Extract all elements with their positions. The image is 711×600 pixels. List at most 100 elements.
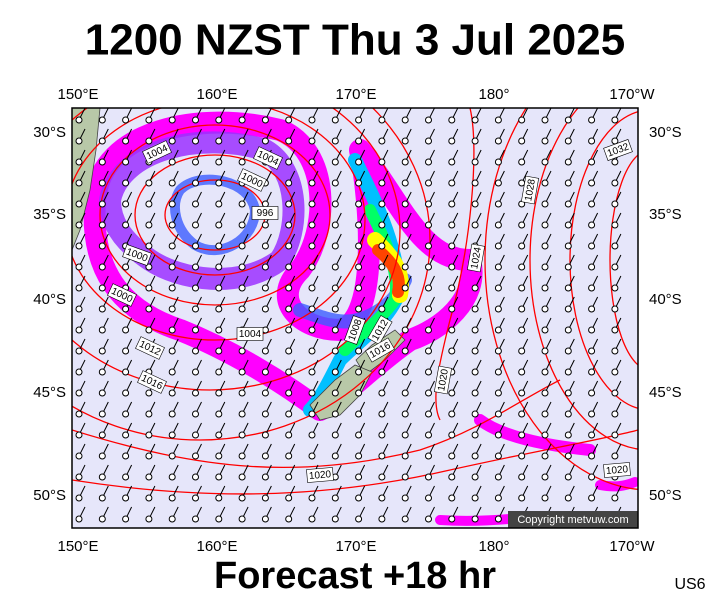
station — [425, 347, 432, 355]
station — [145, 494, 153, 502]
station — [331, 179, 339, 187]
station — [192, 305, 199, 313]
station — [308, 242, 316, 250]
station — [238, 494, 246, 502]
station — [471, 515, 479, 523]
isobar-label-box — [306, 467, 334, 483]
station — [331, 284, 339, 292]
station — [541, 137, 549, 145]
isobar-label-text: 996 — [257, 208, 274, 219]
station — [425, 179, 432, 187]
station — [75, 305, 83, 313]
station — [308, 158, 316, 166]
station — [308, 200, 316, 208]
station — [355, 179, 363, 187]
station — [145, 410, 153, 418]
station — [122, 515, 130, 523]
station — [494, 431, 502, 439]
station — [448, 305, 456, 313]
station — [541, 347, 549, 355]
station — [518, 368, 526, 376]
station — [518, 263, 526, 271]
station — [401, 263, 409, 271]
station — [564, 179, 572, 187]
station — [588, 494, 596, 502]
station — [192, 263, 199, 271]
station — [215, 200, 223, 208]
station — [541, 494, 549, 502]
station — [541, 305, 549, 313]
station — [308, 431, 316, 439]
station — [308, 221, 316, 229]
station — [98, 305, 106, 313]
isobar-label: 1024 — [466, 243, 486, 273]
isobar-label-box — [135, 336, 165, 360]
station — [308, 347, 316, 355]
station — [331, 305, 339, 313]
station — [331, 389, 339, 397]
station — [122, 410, 130, 418]
station — [215, 494, 223, 502]
lon-label: 150°E — [57, 86, 98, 103]
station — [75, 515, 83, 523]
station — [518, 389, 526, 397]
station — [168, 242, 176, 250]
station — [518, 137, 526, 145]
station — [378, 389, 386, 397]
station — [425, 263, 432, 271]
station — [494, 221, 502, 229]
station — [564, 116, 572, 124]
station — [192, 179, 199, 187]
station — [285, 200, 293, 208]
station — [518, 473, 526, 481]
station — [471, 200, 479, 208]
station — [448, 494, 456, 502]
isobar-label-text: 1004 — [239, 329, 262, 340]
station — [541, 473, 549, 481]
station — [471, 137, 479, 145]
station — [308, 452, 316, 460]
station — [98, 137, 106, 145]
station — [564, 431, 572, 439]
station — [122, 221, 130, 229]
station — [588, 263, 596, 271]
station — [541, 284, 549, 292]
station — [285, 347, 293, 355]
station — [285, 284, 293, 292]
station — [215, 179, 223, 187]
isobar-label-text: 1024 — [469, 246, 484, 270]
station — [285, 242, 293, 250]
station — [378, 305, 386, 313]
station — [378, 431, 386, 439]
station — [564, 494, 572, 502]
station — [564, 200, 572, 208]
station — [611, 431, 619, 439]
isobar-label-box — [603, 139, 633, 161]
station — [98, 179, 106, 187]
isobar-label-box — [237, 168, 267, 192]
station — [494, 347, 502, 355]
station — [168, 158, 176, 166]
station — [238, 515, 246, 523]
station — [611, 368, 619, 376]
station — [611, 305, 619, 313]
station — [238, 116, 246, 124]
station — [75, 368, 83, 376]
station — [401, 347, 409, 355]
station — [425, 368, 432, 376]
station — [355, 116, 363, 124]
station — [611, 389, 619, 397]
station — [192, 452, 199, 460]
lat-label: 30°S — [649, 124, 682, 141]
station — [331, 263, 339, 271]
station — [378, 473, 386, 481]
station — [355, 305, 363, 313]
station — [588, 158, 596, 166]
station — [494, 515, 502, 523]
station — [378, 242, 386, 250]
station — [401, 431, 409, 439]
station — [331, 515, 339, 523]
station — [541, 116, 549, 124]
station — [471, 284, 479, 292]
station — [588, 410, 596, 418]
